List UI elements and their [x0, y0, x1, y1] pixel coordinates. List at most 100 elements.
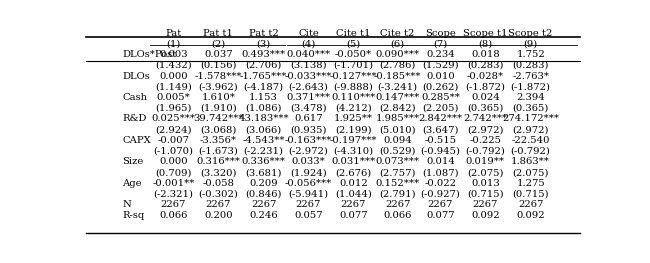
- Text: (-3.962): (-3.962): [198, 82, 238, 91]
- Text: 0.012: 0.012: [339, 179, 368, 188]
- Text: (7): (7): [434, 39, 448, 48]
- Text: 1.275: 1.275: [516, 179, 545, 188]
- Text: 0.005*: 0.005*: [157, 93, 190, 102]
- Text: (-1.701): (-1.701): [333, 61, 373, 70]
- Text: 2.394: 2.394: [516, 93, 545, 102]
- Text: (0.715): (0.715): [467, 190, 504, 199]
- Text: R-sq: R-sq: [123, 211, 145, 220]
- Text: 2267: 2267: [385, 200, 410, 209]
- Text: 0.010: 0.010: [426, 72, 455, 80]
- Text: -0.007: -0.007: [157, 136, 189, 145]
- Text: (-0.945): (-0.945): [421, 147, 460, 156]
- Text: (3.320): (3.320): [200, 168, 237, 177]
- Text: 0.336***: 0.336***: [242, 158, 285, 166]
- Text: 2267: 2267: [205, 200, 231, 209]
- Text: (2.075): (2.075): [512, 168, 549, 177]
- Text: (2.075): (2.075): [467, 168, 504, 177]
- Text: (3.647): (3.647): [422, 125, 459, 134]
- Text: (0.715): (0.715): [512, 190, 549, 199]
- Text: 0.285**: 0.285**: [421, 93, 460, 102]
- Text: 0.246: 0.246: [250, 211, 278, 220]
- Text: -0.515: -0.515: [424, 136, 456, 145]
- Text: 1.752: 1.752: [516, 50, 545, 59]
- Text: 0.025***: 0.025***: [151, 114, 196, 124]
- Text: 2.742***: 2.742***: [463, 114, 507, 124]
- Text: 2267: 2267: [341, 200, 366, 209]
- Text: 1.925**: 1.925**: [334, 114, 373, 124]
- Text: Cash: Cash: [123, 93, 148, 102]
- Text: (-5.941): (-5.941): [289, 190, 328, 199]
- Text: -0.022: -0.022: [424, 179, 456, 188]
- Text: 2267: 2267: [428, 200, 453, 209]
- Text: (-9.888): (-9.888): [333, 82, 373, 91]
- Text: 0.077: 0.077: [426, 211, 455, 220]
- Text: (1.149): (1.149): [155, 82, 192, 91]
- Text: (3.066): (3.066): [246, 125, 281, 134]
- Text: (3): (3): [257, 39, 271, 48]
- Text: (5): (5): [346, 39, 360, 48]
- Text: -0.028*: -0.028*: [467, 72, 504, 80]
- Text: 2267: 2267: [296, 200, 321, 209]
- Text: -22.540: -22.540: [512, 136, 550, 145]
- Text: (0.283): (0.283): [512, 61, 549, 70]
- Text: (3.138): (3.138): [290, 61, 327, 70]
- Text: 0.037: 0.037: [204, 50, 233, 59]
- Text: (-1.673): (-1.673): [198, 147, 238, 156]
- Text: (2.757): (2.757): [380, 168, 416, 177]
- Text: 0.617: 0.617: [294, 114, 323, 124]
- Text: N: N: [123, 200, 131, 209]
- Text: 0.152***: 0.152***: [376, 179, 420, 188]
- Text: (3.681): (3.681): [245, 168, 282, 177]
- Text: (1): (1): [166, 39, 181, 48]
- Text: 0.019**: 0.019**: [466, 158, 505, 166]
- Text: 2267: 2267: [161, 200, 186, 209]
- Text: -0.033***: -0.033***: [285, 72, 332, 80]
- Text: 0.003: 0.003: [159, 50, 188, 59]
- Text: 0.014: 0.014: [426, 158, 455, 166]
- Text: 0.316***: 0.316***: [196, 158, 240, 166]
- Text: (1.529): (1.529): [422, 61, 459, 70]
- Text: 0.033*: 0.033*: [292, 158, 325, 166]
- Text: (0.283): (0.283): [467, 61, 504, 70]
- Text: (1.910): (1.910): [200, 104, 237, 113]
- Text: (9): (9): [523, 39, 538, 48]
- Text: -0.197***: -0.197***: [330, 136, 377, 145]
- Text: (4.212): (4.212): [335, 104, 372, 113]
- Text: -0.050*: -0.050*: [335, 50, 372, 59]
- Text: R&D: R&D: [123, 114, 147, 124]
- Text: 0.057: 0.057: [294, 211, 323, 220]
- Text: 2.842***: 2.842***: [419, 114, 463, 124]
- Text: (2.842): (2.842): [380, 104, 416, 113]
- Text: (0.365): (0.365): [467, 104, 504, 113]
- Text: (-3.241): (-3.241): [378, 82, 418, 91]
- Text: -0.163***: -0.163***: [285, 136, 332, 145]
- Text: (-2.231): (-2.231): [244, 147, 283, 156]
- Text: (-1.070): (-1.070): [153, 147, 194, 156]
- Text: -0.056***: -0.056***: [285, 179, 332, 188]
- Text: (-2.643): (-2.643): [289, 82, 328, 91]
- Text: (-0.927): (-0.927): [421, 190, 460, 199]
- Text: Cite t1: Cite t1: [336, 29, 370, 38]
- Text: 0.493***: 0.493***: [242, 50, 285, 59]
- Text: 2267: 2267: [473, 200, 498, 209]
- Text: Scope t1: Scope t1: [463, 29, 508, 38]
- Text: 0.209: 0.209: [250, 179, 278, 188]
- Text: (4): (4): [301, 39, 316, 48]
- Text: -0.127***: -0.127***: [330, 72, 377, 80]
- Text: 0.018: 0.018: [471, 50, 500, 59]
- Text: 0.147***: 0.147***: [376, 93, 420, 102]
- Text: (2.791): (2.791): [380, 190, 416, 199]
- Text: Cite: Cite: [298, 29, 319, 38]
- Text: 0.092: 0.092: [471, 211, 500, 220]
- Text: (0.365): (0.365): [512, 104, 549, 113]
- Text: (1.965): (1.965): [155, 104, 192, 113]
- Text: (6): (6): [391, 39, 405, 48]
- Text: (-0.792): (-0.792): [465, 147, 505, 156]
- Text: 2267: 2267: [518, 200, 543, 209]
- Text: (1.086): (1.086): [245, 104, 282, 113]
- Text: 0.073***: 0.073***: [376, 158, 420, 166]
- Text: 0.000: 0.000: [159, 158, 188, 166]
- Text: 0.092: 0.092: [516, 211, 545, 220]
- Text: (-4.187): (-4.187): [244, 82, 283, 91]
- Text: (1.044): (1.044): [335, 190, 372, 199]
